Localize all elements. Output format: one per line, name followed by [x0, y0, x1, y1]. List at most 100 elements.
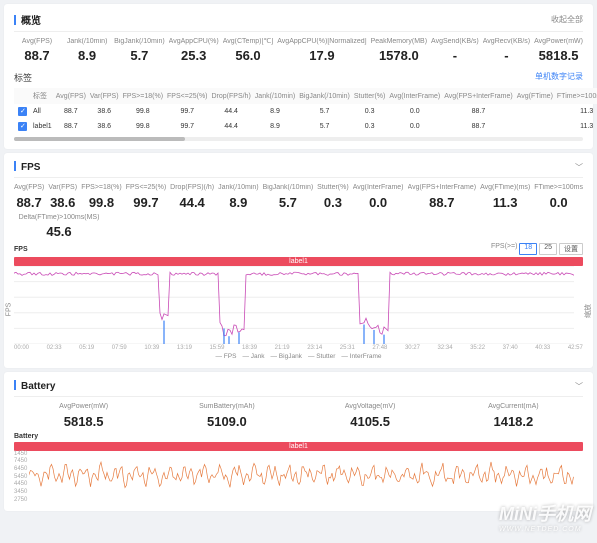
- stat-label: Avg(FPS): [14, 38, 60, 46]
- stat-value: 5109.0: [207, 414, 247, 429]
- collapse-all-toggle[interactable]: 收起全部: [551, 14, 583, 25]
- fps-panel: FPS ﹀ Avg(FPS)88.7Var(FPS)38.6FPS>=18(%)…: [4, 153, 593, 368]
- table-cell: All: [29, 104, 54, 119]
- table-header: Avg(FPS): [54, 88, 88, 104]
- stat-label: Jank(/10min): [218, 184, 258, 192]
- fps-stat-delta: Delta(FTime)>100ms(MS) 45.6: [14, 214, 104, 239]
- stat-label: Avg(InterFrame): [353, 184, 404, 192]
- battery-chart-header: Battery: [14, 433, 583, 440]
- table-cell: 38.6: [88, 104, 121, 119]
- y-axis-label-fps: FPS: [5, 303, 12, 317]
- stat-item: Var(FPS)38.6: [48, 184, 77, 209]
- chip-18[interactable]: 18: [519, 243, 537, 255]
- table-cell: [515, 104, 555, 119]
- stat-value: 0.0: [550, 195, 568, 210]
- tags-link[interactable]: 单机数字记录: [535, 71, 583, 82]
- table-row[interactable]: label188.738.699.899.744.48.95.70.30.088…: [14, 119, 597, 134]
- table-cell: 11.3: [555, 119, 597, 134]
- table-header: [14, 88, 29, 104]
- stat-item: Avg(FPS)88.7: [14, 184, 44, 209]
- table-cell: 99.8: [121, 119, 165, 134]
- stat-label: AvgVoltage(mV): [301, 403, 440, 411]
- stat-item: AvgPower(mW)5818.5: [14, 403, 153, 428]
- table-header: Jank(/10min): [253, 88, 297, 104]
- stat-item: Avg(FTime)(ms)11.3: [480, 184, 530, 209]
- stat-value: 44.4: [179, 195, 204, 210]
- stat-value: 1418.2: [493, 414, 533, 429]
- stat-value: 8.9: [229, 195, 247, 210]
- stat-item: AvgPower(mW)5818.5: [534, 38, 583, 63]
- stat-label: Avg(FPS+InterFrame): [408, 184, 477, 192]
- stat-value: 88.7: [429, 195, 454, 210]
- table-cell: 8.9: [253, 104, 297, 119]
- table-cell: label1: [29, 119, 54, 134]
- stat-value: 0.3: [324, 195, 342, 210]
- table-row[interactable]: All88.738.699.899.744.48.95.70.30.088.71…: [14, 104, 597, 119]
- stat-item: AvgCurrent(mA)1418.2: [444, 403, 583, 428]
- stat-item: BigJank(/10min)5.7: [263, 184, 314, 209]
- battery-collapse-icon[interactable]: ﹀: [575, 381, 583, 392]
- stat-label: PeakMemory(MB): [371, 38, 427, 46]
- stat-label: AvgAppCPU(%): [169, 38, 219, 46]
- overview-title: 概览: [14, 12, 41, 27]
- stat-value: 5818.5: [539, 48, 579, 63]
- table-cell: 0.3: [352, 119, 388, 134]
- table-header: Avg(FPS+InterFrame): [442, 88, 515, 104]
- table-header: FPS>=18(%): [121, 88, 165, 104]
- row-checkbox[interactable]: [18, 122, 27, 131]
- battery-panel: Battery ﹀ AvgPower(mW)5818.5SumBattery(m…: [4, 372, 593, 510]
- overview-panel: 概览 收起全部 Avg(FPS)88.7Jank(/10min)8.9BigJa…: [4, 4, 593, 149]
- stat-item: Stutter(%) 0.3: [317, 184, 349, 209]
- fps-legend: — FPS— Jank— BigJank— Stutter— InterFram…: [14, 353, 583, 360]
- stat-value: 56.0: [235, 48, 260, 63]
- overview-header: 概览 收起全部: [14, 12, 583, 32]
- table-header: Stutter(%): [352, 88, 388, 104]
- battery-chart-title: Battery: [14, 433, 38, 440]
- battery-stats-row: AvgPower(mW)5818.5SumBattery(mAh)5109.0A…: [14, 403, 583, 428]
- table-cell: 88.7: [54, 104, 88, 119]
- stat-item: SumBattery(mAh)5109.0: [157, 403, 296, 428]
- table-cell: 0.3: [352, 104, 388, 119]
- table-cell: 88.7: [442, 104, 515, 119]
- fps-collapse-icon[interactable]: ﹀: [575, 162, 583, 173]
- table-cell: 99.7: [165, 119, 209, 134]
- battery-chart: 1450745064505450445034502750: [14, 451, 583, 503]
- stat-item: AvgVoltage(mV) 4105.5: [301, 403, 440, 428]
- row-checkbox[interactable]: [18, 107, 27, 116]
- y-axis-label-right: 缩放: [583, 304, 593, 318]
- table-cell: 99.8: [121, 104, 165, 119]
- chip-25[interactable]: 25: [539, 243, 557, 255]
- chip-prefix: FPS(>=): [491, 243, 517, 255]
- stat-value: 5.7: [130, 48, 148, 63]
- table-cell: 88.7: [442, 119, 515, 134]
- stat-item: AvgSend(KB/s)-: [431, 38, 479, 63]
- stat-label: Stutter(%): [317, 184, 349, 192]
- stat-value: 8.9: [78, 48, 96, 63]
- settings-button[interactable]: 设置: [559, 243, 583, 255]
- stat-value: 0.0: [369, 195, 387, 210]
- battery-title: Battery: [14, 380, 55, 392]
- stat-item: FPS<=25(%)99.7: [126, 184, 166, 209]
- stat-label: AvgPower(mW): [14, 403, 153, 411]
- scrollbar-thumb[interactable]: [14, 137, 185, 141]
- table-header-row: 标签Avg(FPS)Var(FPS)FPS>=18(%)FPS<=25(%)Dr…: [14, 88, 597, 104]
- table-cell: 0.0: [387, 119, 442, 134]
- table-cell: 38.6: [88, 119, 121, 134]
- tags-label: 标签: [14, 73, 32, 83]
- battery-chart-banner: label1: [14, 442, 583, 451]
- table-cell: 44.4: [210, 104, 253, 119]
- stat-item: PeakMemory(MB)1578.0: [371, 38, 427, 63]
- table-cell: 88.7: [54, 119, 88, 134]
- tags-subtitle: 标签 单机数字记录: [14, 71, 583, 84]
- table-header: Avg(InterFrame): [387, 88, 442, 104]
- stat-label: Jank(/10min): [64, 38, 110, 46]
- battery-header: Battery ﹀: [14, 380, 583, 397]
- table-cell: 5.7: [297, 104, 352, 119]
- table-header: Avg(FTime): [515, 88, 555, 104]
- table-cell: [515, 119, 555, 134]
- table-header: FPS<=25(%): [165, 88, 209, 104]
- stat-value: 4105.5: [350, 414, 390, 429]
- table-header: Drop(FPS/h): [210, 88, 253, 104]
- horizontal-scrollbar[interactable]: [14, 137, 583, 141]
- stat-item: Drop(FPS)(/h)44.4: [170, 184, 214, 209]
